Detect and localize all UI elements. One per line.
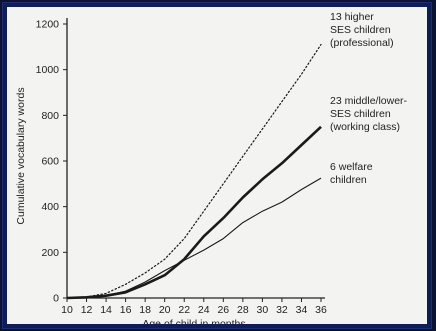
- x-tick-label: 24: [198, 304, 210, 316]
- chart-paper: 0 200 400 600 800 1000 1200 10 12 14 16 18 20 22 24 26 2…: [7, 7, 427, 324]
- x-tick-label: 12: [81, 304, 93, 316]
- y-tick-label: 0: [53, 293, 59, 305]
- x-tick-label: 14: [100, 304, 112, 316]
- x-tick-label: 32: [276, 304, 288, 316]
- x-tick-label: 10: [61, 304, 73, 316]
- series-label-1: SES children: [330, 24, 391, 36]
- y-tick-label: 800: [41, 110, 59, 122]
- x-tick-label: 30: [257, 304, 269, 316]
- y-tick-label: 1200: [36, 19, 60, 31]
- y-tick-label: 200: [41, 247, 59, 259]
- series-label-2: (working class): [330, 121, 400, 133]
- y-tick-label: 600: [41, 156, 59, 168]
- x-tick-label: 22: [178, 304, 190, 316]
- x-tick-label: 36: [315, 304, 327, 316]
- series-label-2: 23 middle/lower-: [330, 95, 408, 107]
- series-label-1: 13 higher: [330, 11, 374, 23]
- x-tick-label: 20: [159, 304, 171, 316]
- y-axis-title: Cumulative vocabulary words: [15, 87, 27, 224]
- series-line-1: [66, 43, 322, 299]
- y-tick-label: 400: [41, 201, 59, 213]
- y-tick-label: 1000: [36, 64, 60, 76]
- x-axis-title: Age of child in months: [142, 318, 245, 324]
- series-line-3: [66, 177, 322, 299]
- x-tick-label: 28: [237, 304, 249, 316]
- x-tick-label: 16: [120, 304, 132, 316]
- vocabulary-growth-chart: 0 200 400 600 800 1000 1200 10 12 14 16 18 20 22 24 26 2…: [15, 11, 408, 324]
- image-frame: 0 200 400 600 800 1000 1200 10 12 14 16 18 20 22 24 26 2…: [2, 2, 432, 329]
- series-label-2: SES children: [330, 108, 391, 120]
- series-label-3: children: [330, 174, 367, 186]
- series-line-2: [66, 125, 322, 300]
- x-tick-label: 26: [217, 304, 229, 316]
- x-tick-label: 18: [139, 304, 151, 316]
- series-label-3: 6 welfare: [330, 161, 373, 173]
- x-tick-label: 34: [296, 304, 308, 316]
- series-label-1: (professional): [330, 37, 394, 49]
